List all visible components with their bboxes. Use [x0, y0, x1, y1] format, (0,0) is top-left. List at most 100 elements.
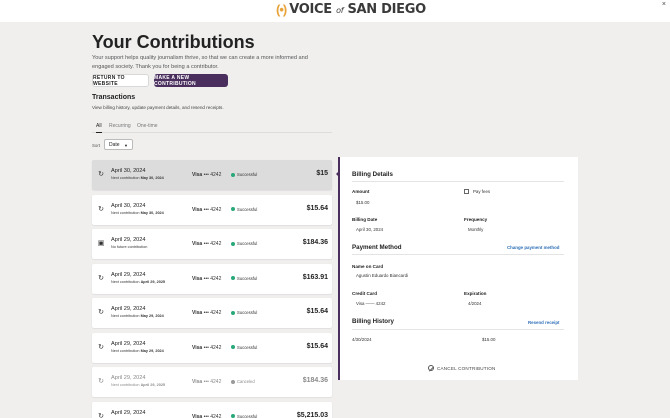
status-dot: [231, 379, 235, 384]
card-info: Visa ••• 4242: [192, 344, 222, 351]
name-on-card-value: Agustin Eduardo Biancardi: [356, 273, 408, 278]
transaction-row[interactable]: ↻ April 29, 2024 Next contribution May 29,…: [92, 332, 332, 363]
transaction-amount: $184.36: [302, 239, 328, 246]
history-amount: $15.00: [482, 337, 496, 342]
transaction-row[interactable]: ▣ April 29, 2024 No future contribution Vi…: [92, 229, 332, 259]
transaction-row[interactable]: ↻ April 30, 2024 Next contribution May 30,…: [92, 160, 332, 190]
card-info: Visa ••• 4242: [192, 379, 222, 385]
status-dot: [231, 345, 235, 349]
chevron-down-icon: ▼: [124, 143, 128, 148]
divider: [352, 254, 564, 255]
voice-of-san-diego-logo[interactable]: (•) VOICE of SAN DIEGO: [276, 2, 426, 17]
cancel-icon: [428, 365, 434, 371]
transaction-amount: $15.64: [306, 308, 328, 315]
transaction-row[interactable]: ↻ April 29, 2024 Visa ••• 4242 Successful $…: [92, 401, 332, 418]
transaction-date: April 30, 2024: [111, 168, 146, 174]
card-info: Visa ••• 4242: [192, 310, 222, 316]
transaction-date: April 29, 2024: [111, 409, 146, 416]
payment-method-heading: Payment Method: [352, 244, 402, 251]
status-dot: [231, 241, 235, 246]
expiration-value: 4/2024: [468, 301, 482, 306]
amount-label: Amount: [352, 189, 370, 194]
transaction-row[interactable]: ↻ April 30, 2024 Next contribution May 30,…: [92, 194, 332, 225]
tab-recurring[interactable]: Recurring: [109, 123, 131, 129]
next-contribution: Next contribution May 30, 2024: [111, 210, 164, 215]
transaction-amount: $163.91: [302, 273, 328, 281]
tab-one-time[interactable]: One-time: [137, 123, 158, 129]
status-badge: Canceled: [231, 379, 255, 384]
change-payment-method-link[interactable]: Change payment method: [507, 245, 560, 250]
recurring-icon: ↻: [98, 378, 104, 385]
cancel-contribution-label: CANCEL CONTRIBUTION: [437, 365, 496, 371]
recurring-icon: ↻: [98, 412, 104, 418]
status-dot: [231, 276, 235, 280]
history-date: 4/30/2024: [352, 337, 372, 342]
status-dot: [231, 207, 235, 211]
status-badge: Successful: [231, 414, 257, 418]
divider: [352, 329, 564, 330]
billing-history-heading: Billing History: [352, 318, 394, 325]
frequency-label: Frequency: [464, 217, 488, 222]
top-bar: (•) VOICE of SAN DIEGO ×: [0, 0, 670, 22]
recurring-icon: ↻: [98, 205, 104, 213]
next-contribution: Next contribution April 29, 2025: [111, 383, 166, 387]
status-badge: Successful: [231, 345, 257, 350]
card-info: Visa ••• 4242: [192, 413, 222, 418]
credit-card-label: Credit Card: [352, 291, 378, 296]
card-info: Visa ••• 4242: [192, 206, 222, 213]
detail-accent-bar: [338, 157, 340, 380]
pay-fees-label: Pay fees: [473, 189, 491, 194]
next-contribution: Next contribution May 29, 2024: [111, 314, 164, 318]
status-badge: Successful: [231, 310, 257, 315]
sort-label: Sort: [92, 143, 101, 148]
transaction-amount: $15.64: [306, 342, 328, 350]
resend-receipt-link[interactable]: Resend receipt: [528, 320, 560, 325]
transaction-date: April 30, 2024: [111, 202, 146, 209]
billing-date-value: April 30, 2024: [356, 227, 384, 232]
transaction-row[interactable]: ↻ April 29, 2024 Next contribution May 29,…: [92, 298, 332, 328]
transaction-tabs: All Recurring One-time: [92, 123, 332, 133]
transaction-date: April 29, 2024: [111, 271, 146, 278]
close-icon[interactable]: ×: [661, 1, 666, 8]
recurring-icon: ↻: [98, 343, 104, 351]
detail-pointer: [336, 170, 340, 178]
billing-date-label: Billing Date: [352, 217, 378, 222]
card-info: Visa ••• 4242: [192, 172, 222, 178]
cancel-contribution-button[interactable]: CANCEL CONTRIBUTION: [428, 365, 496, 371]
status-badge: Successful: [231, 172, 257, 177]
pay-fees-checkbox[interactable]: [464, 189, 469, 194]
billing-details-panel: Billing Details Amount $15.00 Pay fees B…: [340, 157, 578, 380]
status-badge: Successful: [231, 207, 257, 212]
status-dot: [231, 310, 235, 315]
tab-all[interactable]: All: [96, 123, 102, 133]
return-to-website-button[interactable]: RETURN TO WEBSITE: [92, 74, 149, 87]
billing-details-heading: Billing Details: [352, 171, 393, 178]
status-badge: Successful: [231, 241, 257, 246]
next-contribution: Next contribution April 29, 2025: [111, 279, 166, 284]
calendar-icon: ▣: [97, 240, 105, 247]
make-new-contribution-button[interactable]: MAKE A NEW CONTRIBUTION: [154, 74, 228, 87]
transaction-amount: $15.64: [306, 204, 328, 212]
transaction-date: April 29, 2024: [111, 375, 146, 381]
sort-value: Date: [109, 141, 120, 148]
next-contribution: No future contribution: [111, 245, 148, 249]
logo-wordmark: VOICE of SAN DIEGO: [289, 2, 426, 17]
transaction-row[interactable]: ↻ April 29, 2024 Next contribution April 2…: [92, 367, 332, 397]
card-info: Visa ••• 4242: [192, 275, 222, 282]
next-contribution: Next contribution May 30, 2024: [111, 176, 164, 180]
transaction-date: April 29, 2024: [111, 340, 146, 347]
card-info: Visa ••• 4242: [192, 241, 222, 247]
amount-value: $15.00: [356, 200, 370, 205]
transaction-row[interactable]: ↻ April 29, 2024 Next contribution April 2…: [92, 263, 332, 294]
intro-text: Your support helps quality journalism th…: [92, 55, 308, 70]
transactions-subtitle: View billing history, update payment det…: [92, 105, 224, 110]
transaction-amount: $15: [316, 170, 328, 177]
next-contribution: Next contribution May 29, 2024: [111, 348, 164, 353]
status-dot: [231, 414, 235, 418]
logo-radio-icon: (•): [276, 2, 287, 17]
transaction-date: April 29, 2024: [111, 237, 146, 243]
name-on-card-label: Name on Card: [352, 264, 384, 269]
recurring-icon: ↻: [98, 171, 104, 178]
status-dot: [231, 172, 235, 177]
sort-select[interactable]: Date ▼: [104, 139, 133, 150]
